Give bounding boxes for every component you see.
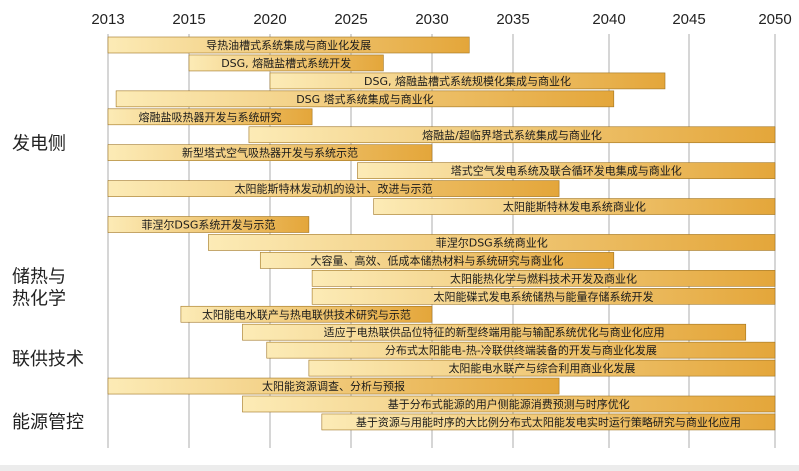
roadmap-bar: 菲涅尔DSG系统开发与示范 <box>107 216 310 233</box>
bar-rect <box>259 252 615 269</box>
roadmap-bar: 太阳能斯特林发动机的设计、改进与示范 <box>107 180 560 197</box>
year-tick-label: 2050 <box>758 11 791 28</box>
category-label: 热化学 <box>12 288 66 309</box>
bar-rect <box>269 72 666 90</box>
bar-label: 基于分布式能源的用户侧能源消费预测与时序优化 <box>388 397 630 411</box>
bar-rect <box>208 234 776 251</box>
bar-rect <box>180 305 433 323</box>
category-label: 发电侧 <box>12 134 66 155</box>
year-axis: 2013 2015 2020 2025 2030 2035 2040 2045 2050 <box>91 11 791 28</box>
roadmap-bar: 太阳能资源调查、分析与预报 <box>107 377 560 395</box>
bar-label: 太阳能斯特林发动机的设计、改进与示范 <box>235 182 433 196</box>
category-label: 储热与 <box>12 266 66 287</box>
bar-label: DSG 塔式系统集成与商业化 <box>296 92 433 106</box>
bar-label: 菲涅尔DSG系统商业化 <box>436 235 548 249</box>
roadmap-bar: 适应于电热联供品位特征的新型终端用能与输配系统优化与商业化应用 <box>242 323 747 341</box>
bar-rect <box>107 144 433 161</box>
bar-rect <box>242 323 747 341</box>
roadmap-bar: 太阳能热化学与燃料技术开发及商业化 <box>311 270 776 287</box>
bottom-strip <box>0 465 799 471</box>
roadmap-bars: 导热油槽式系统集成与商业化发展 DSG, 熔融盐槽式系统开发 DSG, 熔融盐槽式系… <box>107 36 776 431</box>
bar-label: 太阳能碟式发电系统储热与能量存储系统开发 <box>434 289 654 303</box>
bar-label: 太阳能资源调查、分析与预报 <box>262 379 405 393</box>
roadmap-bar: 分布式太阳能电-热-冷联供终端装备的开发与商业化发展 <box>266 341 776 359</box>
roadmap-bar: 菲涅尔DSG系统商业化 <box>208 234 776 251</box>
roadmap-bar: 熔融盐吸热器开发与系统研究 <box>107 108 313 126</box>
roadmap-bar: 太阳能碟式发电系统储热与能量存储系统开发 <box>311 287 776 305</box>
bar-label: 熔融盐/超临界塔式系统集成与商业化 <box>422 128 602 142</box>
year-tick-label: 2035 <box>496 11 529 28</box>
bar-rect <box>188 54 384 72</box>
bar-label: 适应于电热联供品位特征的新型终端用能与输配系统优化与商业化应用 <box>324 325 665 339</box>
category-label: 能源管控 <box>12 412 84 433</box>
bar-rect <box>311 270 776 287</box>
bar-label: 大容量、高效、低成本储热材料与系统研究与商业化 <box>311 253 564 267</box>
roadmap-bar: 塔式空气发电系统及联合循环发电集成与商业化 <box>357 162 776 179</box>
roadmap-bar: 导热油槽式系统集成与商业化发展 <box>107 36 470 54</box>
year-tick-label: 2013 <box>91 11 124 28</box>
bar-label: DSG, 熔融盐槽式系统开发 <box>221 56 351 70</box>
roadmap-bar: DSG, 熔融盐槽式系统开发 <box>188 54 384 72</box>
bar-rect <box>308 359 776 377</box>
bar-label: 太阳能斯特林发电系统商业化 <box>503 200 646 214</box>
bar-rect <box>266 341 776 359</box>
roadmap-bar: DSG, 熔融盐槽式系统规模化集成与商业化 <box>269 72 666 90</box>
year-tick-label: 2025 <box>334 11 367 28</box>
bar-rect <box>107 377 560 395</box>
year-tick-label: 2020 <box>253 11 286 28</box>
roadmap-bar: 基于分布式能源的用户侧能源消费预测与时序优化 <box>242 395 776 413</box>
bar-rect <box>115 90 615 108</box>
bar-label: DSG, 熔融盐槽式系统规模化集成与商业化 <box>364 74 571 88</box>
roadmap-bar: 太阳能斯特林发电系统商业化 <box>373 198 776 215</box>
bar-label: 导热油槽式系统集成与商业化发展 <box>206 38 371 52</box>
bar-rect <box>373 198 776 215</box>
bar-rect <box>107 180 560 197</box>
category-label: 联供技术 <box>12 349 84 370</box>
bar-rect <box>107 36 470 54</box>
bar-label: 基于资源与用能时序的大比例分布式太阳能发电实时运行策略研究与商业化应用 <box>356 415 741 429</box>
bar-rect <box>248 126 776 144</box>
year-tick-label: 2040 <box>592 11 625 28</box>
roadmap-bar: 熔融盐/超临界塔式系统集成与商业化 <box>248 126 776 144</box>
bar-label: 菲涅尔DSG系统开发与示范 <box>141 218 275 232</box>
bar-label: 太阳能电水联产与热电联供技术研究与示范 <box>202 307 411 321</box>
roadmap-bar: 基于资源与用能时序的大比例分布式太阳能发电实时运行策略研究与商业化应用 <box>321 413 776 431</box>
bar-rect <box>311 287 776 305</box>
bar-rect <box>107 108 313 126</box>
bar-label: 新型塔式空气吸热器开发与系统示范 <box>182 146 358 160</box>
roadmap-bar: 太阳能电水联产与综合利用商业化发展 <box>308 359 776 377</box>
bar-label: 熔融盐吸热器开发与系统研究 <box>139 110 282 124</box>
roadmap-bar: 太阳能电水联产与热电联供技术研究与示范 <box>180 305 433 323</box>
bar-label: 塔式空气发电系统及联合循环发电集成与商业化 <box>451 164 682 178</box>
bar-rect <box>357 162 776 179</box>
bar-rect <box>321 413 776 431</box>
year-tick-label: 2015 <box>172 11 205 28</box>
roadmap-bar: 大容量、高效、低成本储热材料与系统研究与商业化 <box>259 252 615 269</box>
bar-label: 分布式太阳能电-热-冷联供终端装备的开发与商业化发展 <box>385 343 657 357</box>
roadmap-bar: 新型塔式空气吸热器开发与系统示范 <box>107 144 433 161</box>
year-tick-label: 2045 <box>672 11 705 28</box>
year-tick-label: 2030 <box>415 11 448 28</box>
bar-rect <box>107 216 310 233</box>
roadmap-bar: DSG 塔式系统集成与商业化 <box>115 90 615 108</box>
bar-rect <box>242 395 776 413</box>
bar-label: 太阳能电水联产与综合利用商业化发展 <box>448 361 635 375</box>
bar-label: 太阳能热化学与燃料技术开发及商业化 <box>450 271 637 285</box>
